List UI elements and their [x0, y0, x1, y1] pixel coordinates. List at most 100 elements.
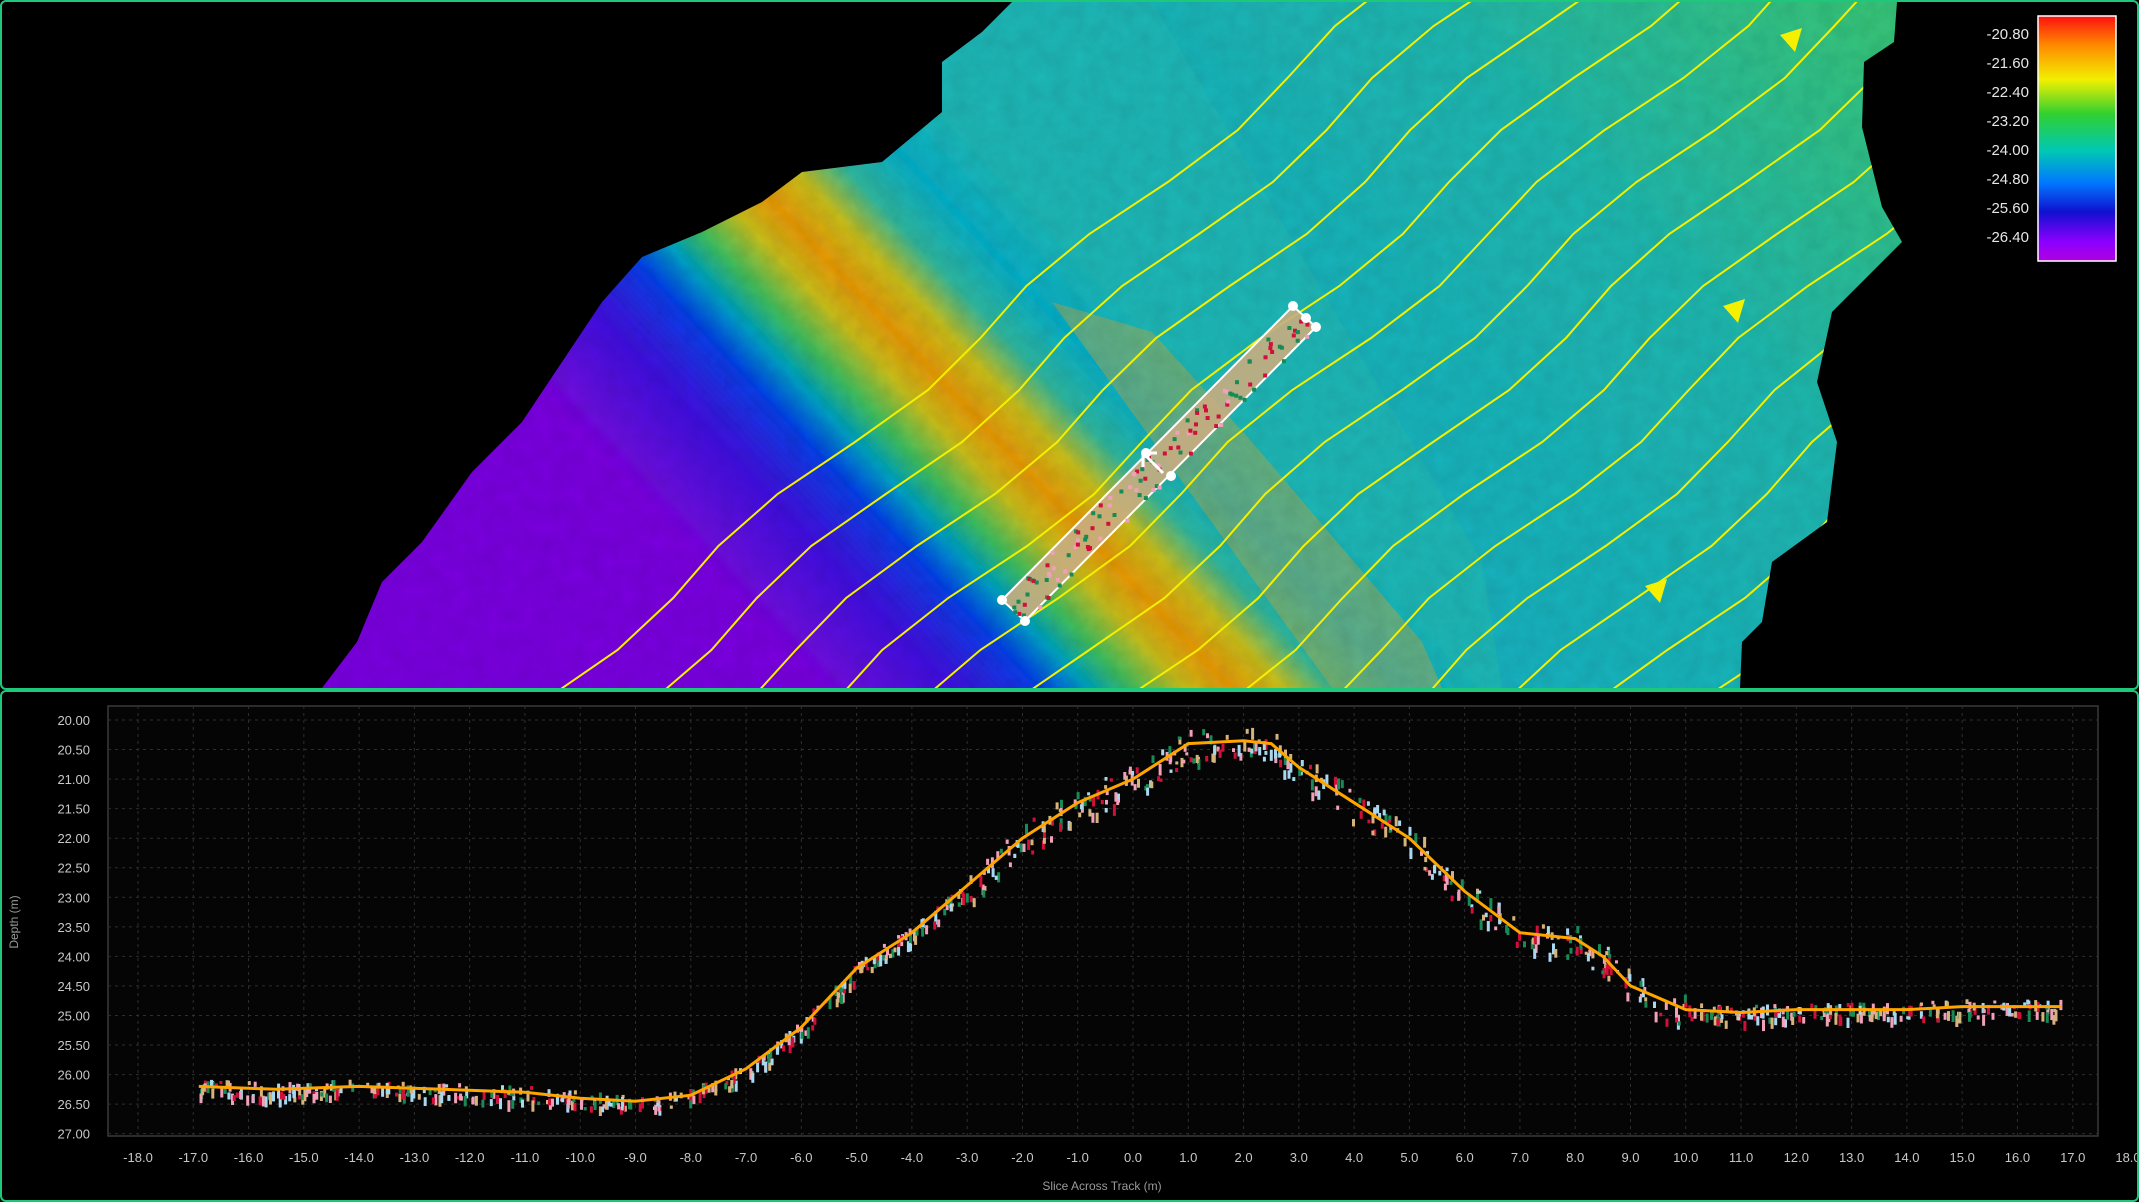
speckle-mark [1145, 457, 1150, 462]
x-tick-label: 17.0 [2060, 1150, 2085, 1165]
sounding-point [292, 1092, 296, 1099]
speckle-mark [1106, 521, 1111, 526]
sounding-point [1232, 748, 1235, 752]
speckle-mark [1143, 496, 1148, 501]
sounding-point [730, 1080, 734, 1089]
speckle-mark [1051, 566, 1056, 571]
sounding-point [412, 1086, 416, 1099]
x-tick-label: 3.0 [1290, 1150, 1308, 1165]
sounding-point [1253, 741, 1256, 751]
sounding-point [1605, 964, 1609, 975]
sounding-point [714, 1080, 718, 1092]
speckle-mark [1291, 333, 1296, 338]
x-tick-label: -13.0 [400, 1150, 430, 1165]
speckle-mark [1021, 613, 1026, 618]
sounding-point [1262, 756, 1266, 762]
bathymetry-map-panel[interactable]: -20.80 -21.60 -22.40 -23.20 -24.00 -24.8… [0, 0, 2139, 690]
sounding-point [481, 1099, 485, 1108]
sounding-point [1586, 953, 1590, 962]
sounding-point [1116, 799, 1120, 805]
selection-handle[interactable] [1288, 301, 1298, 311]
speckle-mark [1050, 550, 1055, 555]
direction-arrow-icon [1645, 579, 1667, 603]
sounding-point [1388, 815, 1392, 822]
x-tick-label: -15.0 [289, 1150, 319, 1165]
selection-handle[interactable] [1311, 322, 1321, 332]
legend-label: -21.60 [1986, 55, 2029, 72]
sounding-point [788, 1041, 792, 1054]
speckle-mark [1057, 583, 1062, 588]
sounding-point [1877, 1008, 1880, 1021]
sounding-point [1541, 924, 1545, 929]
speckle-mark [1252, 387, 1257, 392]
speckle-mark [1027, 577, 1032, 582]
sounding-point [537, 1101, 541, 1106]
sounding-point [1059, 822, 1063, 832]
sounding-point [840, 982, 844, 991]
sounding-point [1123, 772, 1127, 780]
sounding-point [1192, 758, 1196, 764]
sounding-point [982, 890, 986, 898]
selection-handle[interactable] [1301, 313, 1311, 323]
sounding-point [526, 1090, 530, 1102]
sounding-point [573, 1102, 577, 1112]
speckle-mark [1055, 577, 1060, 582]
cross-section-profile-panel[interactable]: 20.00 20.50 21.00 21.50 22.00 22.50 23.00 23.50… [0, 690, 2139, 1202]
sounding-point [471, 1098, 475, 1105]
y-tick-label: 25.00 [57, 1008, 90, 1023]
sounding-point [2016, 1012, 2020, 1019]
sounding-point [1467, 894, 1471, 906]
sounding-point [1157, 776, 1161, 782]
depth-profile-chart[interactable]: 20.00 20.50 21.00 21.50 22.00 22.50 23.00 23.50… [2, 692, 2137, 1200]
sounding-point [1825, 1014, 1829, 1027]
sounding-point [1700, 1012, 1703, 1021]
speckle-mark [1108, 496, 1113, 500]
sounding-point [1189, 729, 1193, 737]
x-tick-label: -11.0 [511, 1150, 540, 1165]
speckle-mark [1091, 511, 1096, 516]
sounding-point [1087, 792, 1091, 796]
sounding-point [1886, 1016, 1890, 1023]
speckle-mark [1216, 414, 1221, 419]
speckle-mark [1178, 450, 1183, 455]
sounding-point [1700, 1003, 1704, 1008]
sounding-point [909, 943, 912, 952]
sounding-point [423, 1097, 427, 1106]
slice-selection[interactable] [997, 301, 1321, 626]
sounding-point [811, 1017, 815, 1022]
sounding-point [1713, 1016, 1717, 1026]
selection-handle[interactable] [1166, 471, 1176, 481]
sounding-point [339, 1085, 343, 1094]
sounding-point [1325, 774, 1329, 785]
sounding-point [1628, 974, 1632, 982]
sounding-point [1664, 1001, 1668, 1010]
sounding-point [572, 1095, 576, 1103]
sounding-point [2027, 1000, 2031, 1005]
sounding-point [1008, 862, 1012, 868]
sounding-point [1444, 872, 1448, 882]
sounding-point [1476, 888, 1479, 896]
sounding-point [838, 987, 842, 993]
sounding-point [246, 1095, 250, 1106]
sounding-point [879, 954, 883, 967]
bathymetry-map[interactable]: -20.80 -21.60 -22.40 -23.20 -24.00 -24.8… [2, 2, 2137, 688]
selection-handle[interactable] [1020, 616, 1030, 626]
sounding-point [1450, 895, 1454, 902]
speckle-mark [1186, 431, 1191, 436]
sounding-point [1720, 1014, 1724, 1019]
speckle-mark [1012, 605, 1017, 610]
speckle-mark [1119, 489, 1124, 494]
sounding-point [791, 1037, 795, 1048]
sounding-point [656, 1102, 660, 1107]
sounding-point [1626, 992, 1630, 1002]
sounding-point [1144, 785, 1148, 791]
sounding-point [305, 1090, 309, 1098]
sounding-point [1906, 1016, 1910, 1020]
sounding-point [465, 1090, 469, 1099]
speckle-mark [1230, 392, 1235, 397]
sounding-point [440, 1091, 444, 1104]
sounding-point [1389, 826, 1393, 832]
selection-handle[interactable] [997, 595, 1007, 605]
sounding-point [417, 1093, 421, 1100]
sounding-point [1378, 813, 1382, 819]
